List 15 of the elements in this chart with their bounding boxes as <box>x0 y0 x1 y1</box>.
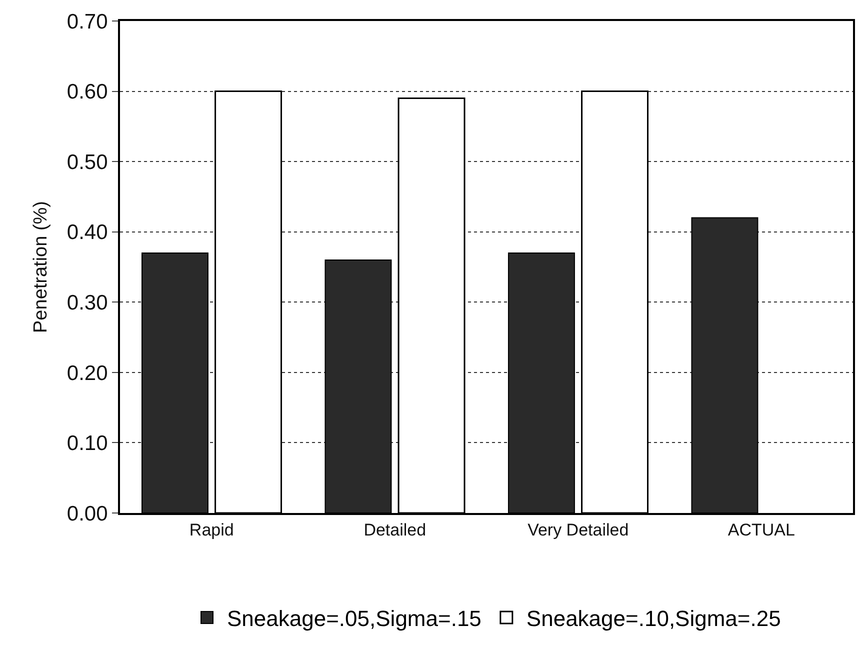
y-axis-title: Penetration (%) <box>30 200 52 334</box>
y-tick-label: 0.00 <box>66 502 108 526</box>
y-tick-label: 0.70 <box>66 10 108 34</box>
legend-label: Sneakage=.05,Sigma=.15 <box>227 606 482 632</box>
x-tick-label: Detailed <box>364 520 426 540</box>
x-tick-label: ACTUAL <box>728 520 795 540</box>
y-tick-label: 0.30 <box>66 291 108 314</box>
legend-label: Sneakage=.10,Sigma=.25 <box>526 606 781 632</box>
y-tick-label: 0.10 <box>66 432 108 456</box>
x-tick-label: Very Detailed <box>528 520 629 540</box>
y-tick-label: 0.60 <box>66 80 108 104</box>
x-tick-label: Rapid <box>189 520 234 540</box>
y-tick-label: 0.20 <box>66 362 108 385</box>
y-tick-label: 0.40 <box>66 221 108 244</box>
y-tick-label: 0.50 <box>66 150 108 174</box>
